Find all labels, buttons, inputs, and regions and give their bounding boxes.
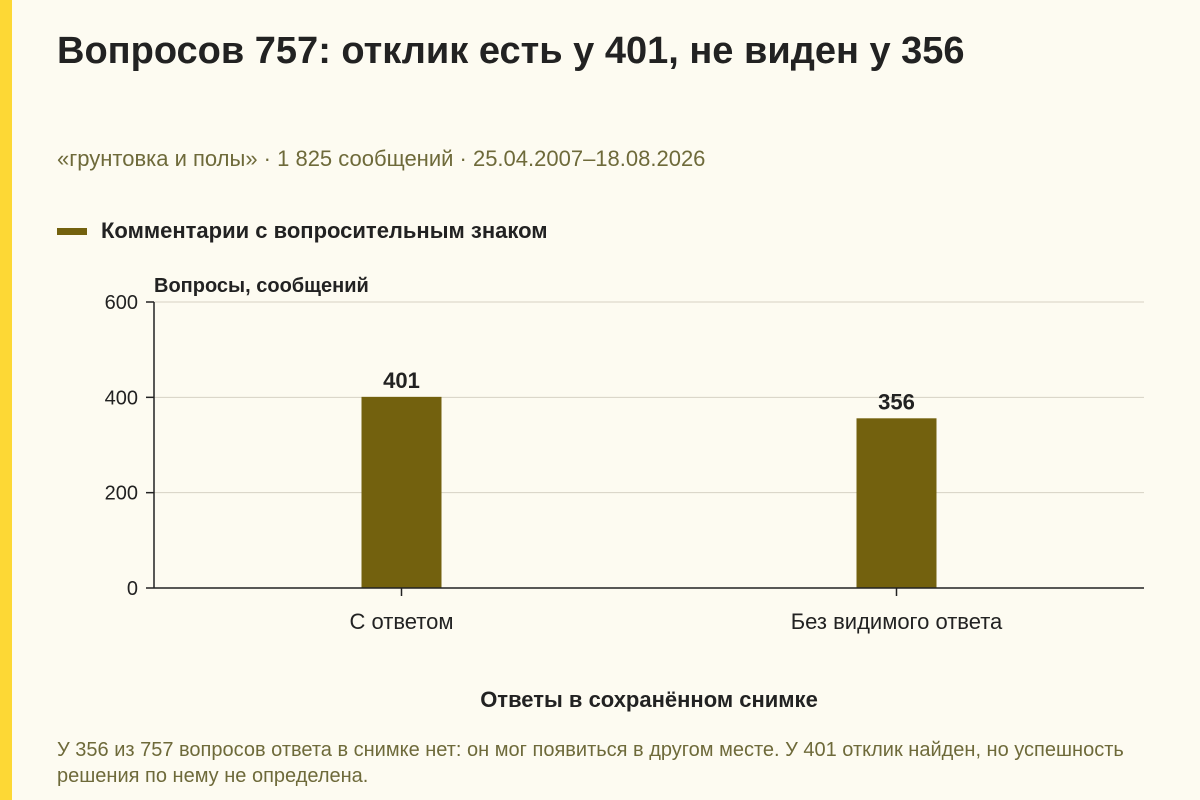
y-tick-label: 400 <box>105 387 138 409</box>
chart-subtitle: «грунтовка и полы» · 1 825 сообщений · 2… <box>57 146 706 171</box>
legend-label: Комментарии с вопросительным знаком <box>101 218 548 243</box>
grid-lines <box>154 301 1144 494</box>
x-category-label: Без видимого ответа <box>791 609 1003 634</box>
y-tick-label: 0 <box>127 578 138 600</box>
y-ticks: 0 200 400 600 <box>105 292 154 600</box>
legend: Комментарии с вопросительным знаком <box>57 218 548 244</box>
y-tick-label: 200 <box>105 483 138 505</box>
bar <box>361 396 442 588</box>
y-tick-label: 600 <box>105 292 138 314</box>
accent-bar <box>0 0 12 800</box>
footnote: У 356 из 757 вопросов ответа в снимке не… <box>57 739 1124 787</box>
x-axis-label: Ответы в сохранённом снимке <box>480 687 818 712</box>
bars: 401 356 <box>361 368 937 588</box>
x-category-label: С ответом <box>350 609 454 634</box>
bar <box>856 418 937 588</box>
bar-value-label: 356 <box>878 389 915 414</box>
chart-title: Вопросов 757: отклик есть у 401, не виде… <box>57 30 965 72</box>
bar-value-label: 401 <box>383 368 420 393</box>
y-axis-label: Вопросы, сообщений <box>154 275 369 297</box>
legend-swatch <box>57 227 87 235</box>
x-ticks: С ответом Без видимого ответа <box>350 588 1003 634</box>
